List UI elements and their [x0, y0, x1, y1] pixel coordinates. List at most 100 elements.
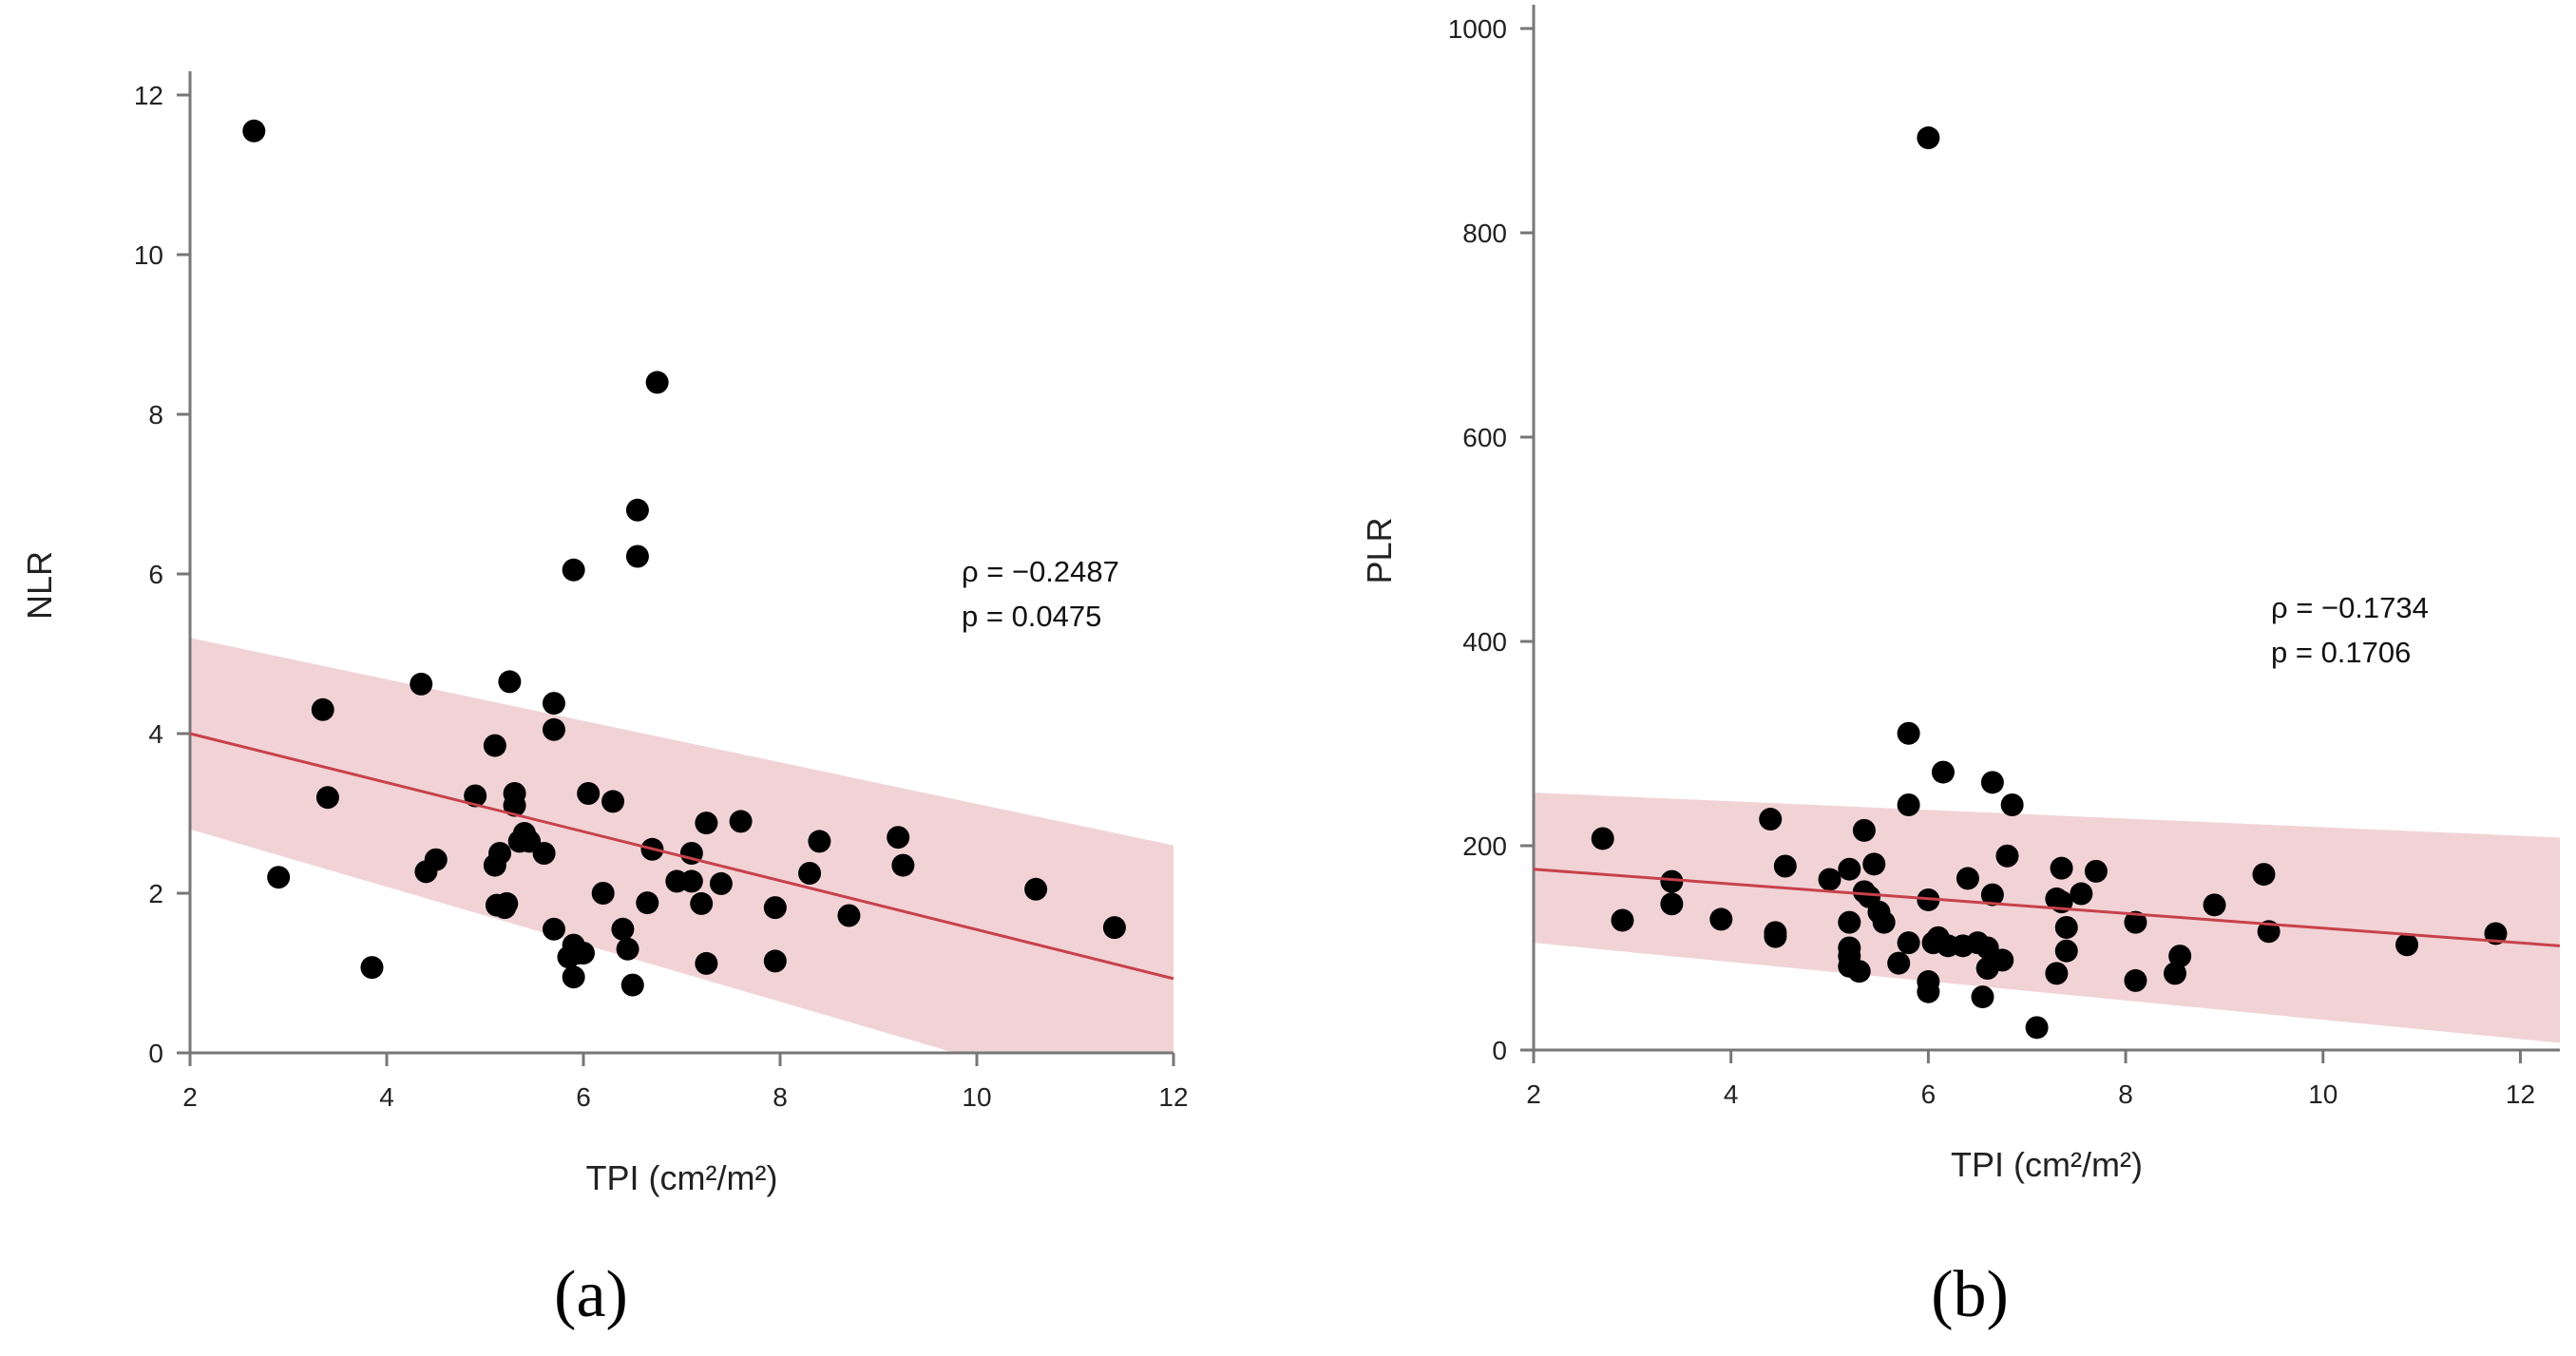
x-axis-label: TPI (cm²/m²): [1951, 1145, 2143, 1184]
data-point: [1102, 916, 1126, 940]
data-point: [1897, 931, 1920, 955]
data-point: [1611, 908, 1634, 932]
y-tick-label: 8: [148, 400, 163, 430]
data-point: [1980, 771, 2004, 794]
data-point: [695, 812, 718, 835]
y-tick-label: 4: [148, 719, 163, 749]
data-point: [311, 697, 334, 721]
data-point: [410, 672, 433, 696]
x-axis-label: TPI (cm²/m²): [586, 1158, 778, 1197]
regression-line: [1533, 868, 2561, 947]
data-point: [2054, 939, 2078, 963]
panel-label: (a): [554, 1258, 628, 1331]
data-point: [242, 119, 266, 143]
data-point: [542, 917, 565, 941]
x-tick-label: 12: [1158, 1082, 1188, 1112]
data-point: [625, 498, 649, 522]
y-tick-label: 6: [148, 560, 163, 589]
panel-b: 0 200 400 600 800 1000 2 4 6 8 10 12 TPI (cm²/m²) PLR…: [1360, 5, 2561, 1331]
data-point: [2045, 962, 2069, 985]
y-tick-label: 2: [148, 879, 163, 908]
data-point: [572, 942, 595, 964]
correlation-p-value: p = 0.1706: [2271, 636, 2411, 669]
data-point: [503, 793, 526, 817]
x-tick-label: 4: [379, 1082, 394, 1112]
y-axis-label: NLR: [20, 551, 59, 620]
confidence-band: [1534, 793, 2560, 1043]
y-tick-label: 1000: [1448, 14, 1507, 44]
data-point: [360, 956, 384, 980]
data-point: [798, 862, 822, 885]
data-point: [1872, 910, 1896, 934]
x-tick-label: 6: [576, 1082, 591, 1112]
y-tick-label: 10: [134, 240, 163, 270]
data-point: [1818, 868, 1841, 891]
data-point: [1887, 951, 1911, 975]
correlation-rho: ρ = −0.2487: [962, 555, 1119, 588]
data-point: [601, 790, 625, 813]
data-point: [1660, 892, 1684, 916]
data-point: [2124, 968, 2147, 992]
y-tick-label: 200: [1462, 831, 1507, 861]
y-tick-label: 800: [1462, 219, 1507, 248]
data-point: [1897, 793, 1920, 816]
data-point: [424, 848, 448, 871]
data-point: [808, 830, 831, 853]
data-point: [690, 891, 714, 915]
data-point: [2070, 882, 2093, 906]
data-point: [562, 965, 585, 989]
data-point: [1971, 985, 1994, 1009]
data-point: [1709, 907, 1733, 931]
data-point: [1956, 867, 1979, 890]
x-tick-label: 6: [1921, 1079, 1937, 1109]
data-point: [495, 891, 519, 915]
data-point: [1838, 857, 1861, 881]
data-point: [709, 871, 733, 895]
data-point: [620, 973, 644, 997]
x-tick-label: 10: [2308, 1079, 2337, 1109]
regression-line: [189, 732, 1174, 981]
data-point: [1764, 925, 1787, 948]
x-tick-label: 8: [773, 1082, 788, 1112]
data-point: [611, 917, 635, 941]
data-point: [891, 853, 915, 877]
data-point: [1660, 869, 1684, 893]
data-point: [2203, 893, 2226, 917]
data-point: [464, 784, 487, 808]
data-point: [1897, 721, 1920, 745]
data-point: [2124, 910, 2147, 934]
confidence-band: [190, 638, 1174, 1053]
y-axis-label: PLR: [1360, 517, 1399, 583]
data-point: [542, 717, 565, 741]
data-point: [763, 896, 787, 920]
data-point: [1852, 818, 1876, 842]
data-point: [488, 842, 512, 865]
data-point: [483, 734, 506, 757]
data-point: [1838, 910, 1861, 934]
correlation-p-value: p = 0.0475: [962, 600, 1101, 633]
data-point: [2050, 856, 2073, 880]
data-point: [1759, 808, 1783, 831]
data-point: [591, 882, 615, 905]
x-tick-label: 12: [2506, 1079, 2535, 1109]
y-tick-label: 12: [134, 81, 163, 110]
data-point: [1995, 844, 2019, 868]
data-point: [498, 670, 522, 694]
y-tick-label: 600: [1462, 423, 1507, 452]
x-tick-label: 4: [1724, 1079, 1739, 1109]
data-point: [2025, 1016, 2049, 1040]
data-point: [1991, 948, 2014, 972]
data-point: [1024, 877, 1048, 901]
data-point: [267, 866, 291, 889]
data-point: [1980, 883, 2004, 907]
correlation-rho: ρ = −0.1734: [2271, 591, 2429, 624]
y-tick-label: 400: [1462, 627, 1507, 657]
x-tick-label: 10: [962, 1082, 991, 1112]
data-point: [645, 371, 669, 394]
y-tick-label: 0: [148, 1039, 163, 1068]
data-point: [636, 891, 659, 915]
data-point: [837, 904, 861, 927]
x-tick-label: 2: [182, 1082, 198, 1112]
